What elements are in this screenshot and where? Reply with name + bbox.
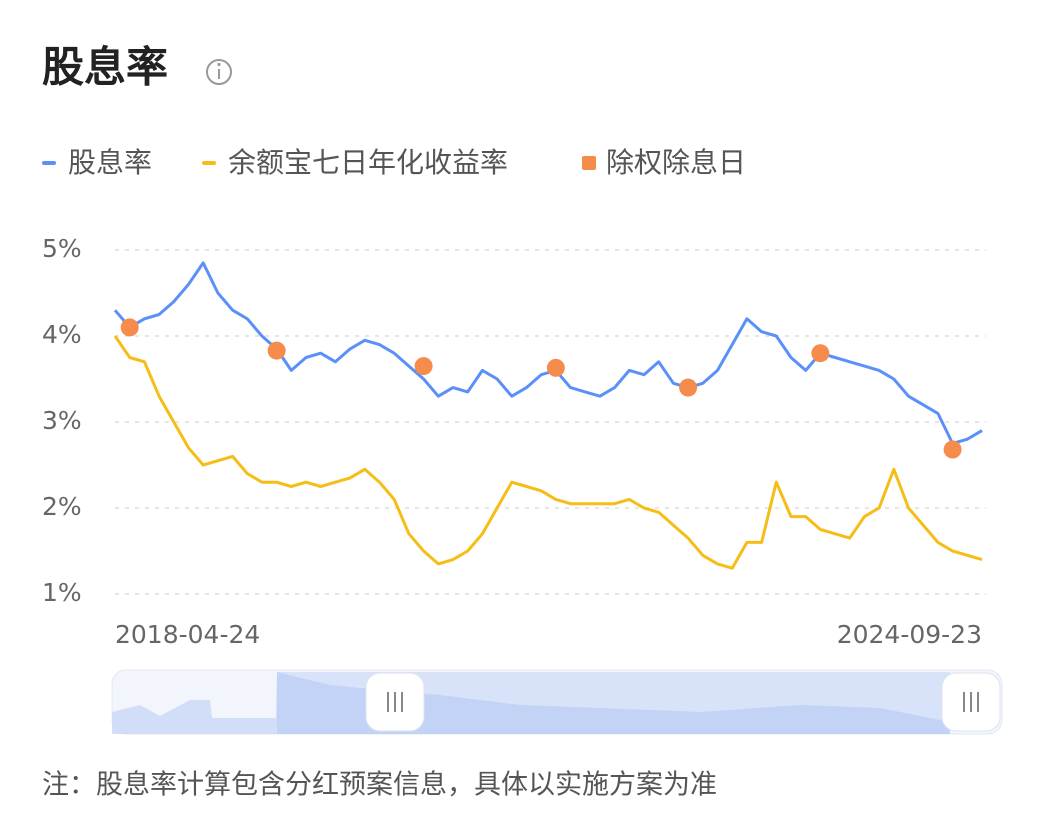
footnote: 注：股息率计算包含分红预案信息，具体以实施方案为准 [42, 770, 717, 801]
chart-title: 股息率 [42, 43, 168, 92]
zoom-slider[interactable] [111, 669, 1003, 735]
ex-dividend-dot [267, 341, 286, 360]
legend-label: 余额宝七日年化收益率 [228, 146, 508, 179]
plot-area: 1% 2% 3% 4% 5% 2018-04-24 2024-09-23 [42, 234, 986, 649]
y-tick-label: 4% [42, 320, 82, 349]
legend: 股息率 余额宝七日年化收益率 除权除息日 [42, 146, 746, 179]
legend-swatch [582, 156, 596, 170]
legend-swatch [202, 161, 216, 165]
legend-label: 除权除息日 [606, 146, 746, 179]
info-icon[interactable] [206, 59, 232, 85]
line-series [113, 335, 983, 570]
legend-swatch [42, 161, 56, 165]
ex-dividend-dot [414, 357, 433, 376]
legend-item: 股息率 [42, 146, 152, 179]
ex-dividend-dot [943, 440, 962, 459]
y-tick-label: 2% [42, 492, 82, 521]
ex-dividend-dot [679, 378, 698, 397]
y-tick-label: 1% [42, 578, 82, 607]
legend-label: 股息率 [68, 146, 152, 179]
ex-dividend-dot [811, 344, 830, 363]
y-tick-label: 3% [42, 406, 82, 435]
line-series [113, 261, 983, 445]
ex-dividend-dot [120, 318, 139, 337]
x-tick-label: 2018-04-24 [115, 620, 260, 649]
ex-dividend-dot [546, 358, 565, 377]
y-tick-label: 5% [42, 234, 82, 263]
legend-item: 除权除息日 [582, 146, 746, 179]
legend-item: 余额宝七日年化收益率 [202, 146, 508, 179]
x-tick-label: 2024-09-23 [837, 620, 982, 649]
